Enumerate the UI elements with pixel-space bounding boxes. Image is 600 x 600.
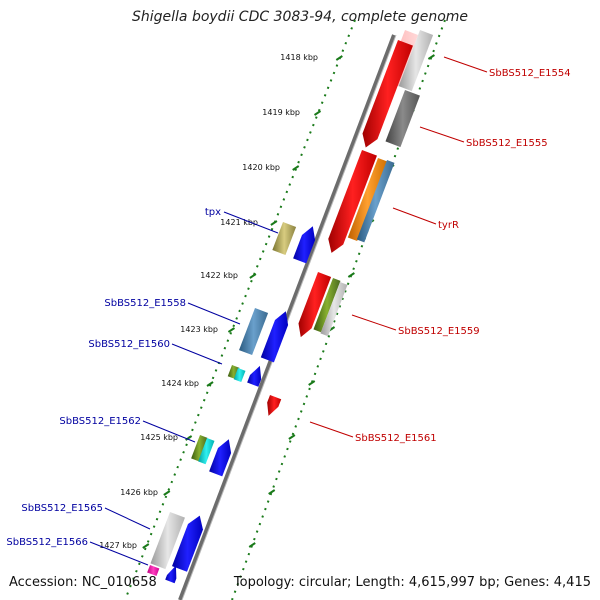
- label-leader-line: [89, 541, 149, 566]
- label-leader-line: [351, 314, 397, 331]
- gene-block: [267, 395, 282, 416]
- gene-label: SbBS512_E1562: [59, 416, 141, 427]
- map-title: Shigella boydii CDC 3083-94, complete ge…: [131, 9, 469, 25]
- gene-block: [385, 90, 420, 148]
- gene-label: SbBS512_E1554: [489, 68, 571, 79]
- label-leader-line: [171, 343, 223, 365]
- scale-tick-label: 1425 kbp: [140, 433, 178, 442]
- scale-tick-inner: [185, 435, 193, 441]
- gene-block: [147, 565, 160, 577]
- genome-backbone-highlight: [181, 34, 397, 600]
- scale-ticks: 1418 kbp 1419 kbp 1420 kbp 1421 kbp 1422 kbp…: [99, 53, 435, 550]
- gene-block: [233, 368, 246, 383]
- gene-block: [239, 308, 269, 356]
- gene-block: [347, 158, 388, 242]
- scale-tick-outer: [347, 272, 355, 278]
- gene-label: SbBS512_E1555: [466, 138, 548, 149]
- scale-tick-label: 1420 kbp: [242, 163, 280, 172]
- scale-tick-inner: [227, 327, 236, 333]
- gene-block: [313, 278, 341, 333]
- scale-tick-inner: [270, 220, 278, 226]
- gene-block: [260, 311, 289, 363]
- scale-tick-outer: [308, 380, 316, 386]
- accession-text: Accession: NC_010658: [9, 575, 157, 590]
- label-leader-line: [443, 56, 488, 73]
- gene-block: [298, 272, 332, 338]
- scale-tick-inner: [292, 165, 300, 171]
- scale-tick-inner: [313, 110, 322, 116]
- genome-backbone: [178, 34, 396, 600]
- gene-label: SbBS512_E1565: [21, 503, 103, 514]
- label-leader-line: [419, 126, 465, 143]
- scale-tick-label: 1418 kbp: [280, 53, 318, 62]
- gene-block: [328, 150, 377, 253]
- scale-tick-inner: [163, 490, 171, 496]
- gene-label: SbBS512_E1559: [398, 326, 480, 337]
- gene-labels: SbBS512_E1554 SbBS512_E1555 tyrR SbBS512_E1…: [6, 56, 571, 566]
- label-leader-line: [187, 302, 241, 325]
- label-leader-line: [392, 207, 437, 225]
- gene-block: [150, 512, 185, 570]
- scale-tick-label: 1422 kbp: [200, 271, 238, 280]
- gene-block: [209, 439, 232, 477]
- scale-tick-inner: [335, 55, 343, 61]
- gene-block: [165, 565, 177, 584]
- scale-tick-label: 1423 kbp: [180, 325, 218, 334]
- scale-tick-label: 1421 kbp: [220, 218, 258, 227]
- scale-tick-outer: [248, 542, 256, 548]
- topology-summary: Topology: circular; Length: 4,615,997 bp…: [233, 575, 591, 590]
- gene-block: [247, 365, 262, 387]
- scale-tick-label: 1419 kbp: [262, 108, 300, 117]
- gene-block: [320, 282, 348, 337]
- gene-label: SbBS512_E1558: [104, 298, 186, 309]
- label-leader-line: [104, 507, 151, 530]
- gene-block: [198, 438, 215, 465]
- gene-label: SbBS512_E1566: [6, 537, 88, 548]
- gene-label: SbBS512_E1561: [355, 433, 437, 444]
- scale-tick-inner: [142, 543, 150, 549]
- label-leader-line: [309, 421, 354, 438]
- gene-block: [356, 160, 395, 243]
- scale-tick-label: 1427 kbp: [99, 541, 137, 550]
- label-leader-line: [142, 420, 196, 443]
- gene-block: [362, 40, 413, 148]
- gene-block: [191, 435, 208, 462]
- gene-label: SbBS512_E1560: [88, 339, 170, 350]
- scale-tick-inner: [249, 273, 257, 279]
- scale-tick-label: 1424 kbp: [161, 379, 199, 388]
- scale-tick-label: 1426 kbp: [120, 488, 158, 497]
- gene-block: [398, 30, 434, 92]
- gene-block: [272, 222, 297, 256]
- scale-tick-outer: [427, 54, 435, 60]
- gene-block: [172, 515, 203, 572]
- gene-block: [293, 226, 316, 264]
- label-leader-line: [223, 211, 279, 234]
- gene-label: tpx: [205, 207, 221, 218]
- guide-track-inner: [124, 19, 356, 600]
- scale-tick-outer: [288, 434, 296, 440]
- scale-tick-inner: [206, 381, 214, 387]
- gene-features: [147, 30, 434, 584]
- scale-tick-outer: [268, 489, 276, 495]
- gene-label: tyrR: [438, 220, 459, 231]
